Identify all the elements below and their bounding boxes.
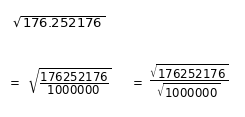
Text: $=$: $=$ [130,75,143,88]
Text: $\sqrt{176.252176}$: $\sqrt{176.252176}$ [12,16,105,31]
Text: $\dfrac{\sqrt{176252176}}{\sqrt{1000000}}$: $\dfrac{\sqrt{176252176}}{\sqrt{1000000}… [149,63,229,101]
Text: $=$: $=$ [7,75,20,88]
Text: $\sqrt{\dfrac{176252176}{1000000}}$: $\sqrt{\dfrac{176252176}{1000000}}$ [27,67,112,97]
